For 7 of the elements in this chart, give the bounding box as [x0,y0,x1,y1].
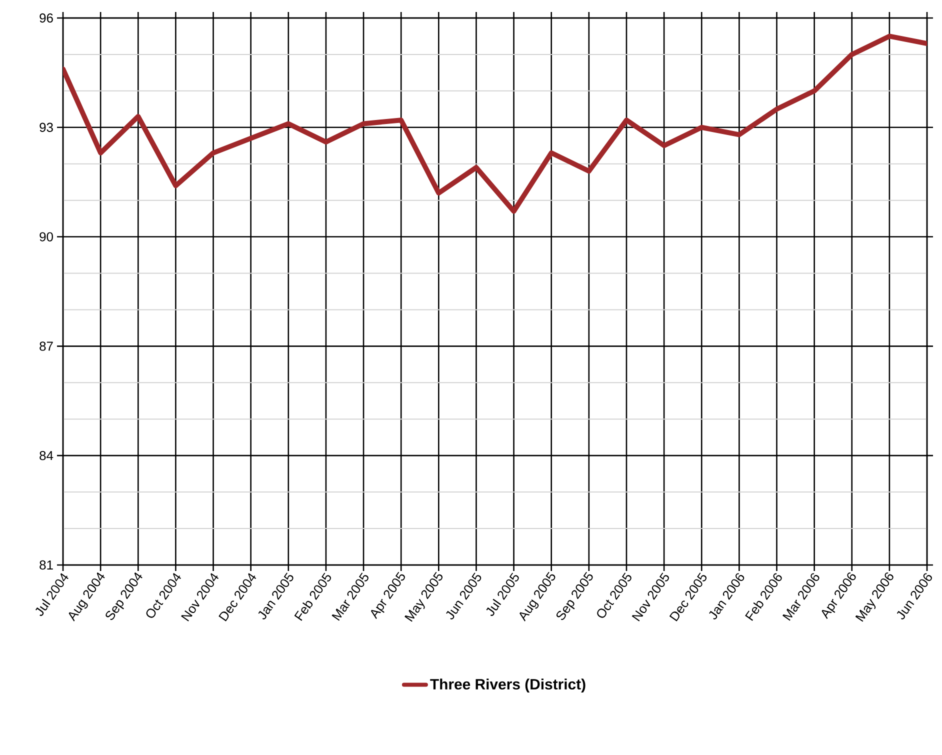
y-tick-label: 90 [40,232,53,242]
y-tick-label: 81 [40,560,53,570]
y-tick-label: 96 [40,13,53,23]
y-tick-label: 84 [40,450,54,460]
y-tick-label: 93 [40,122,53,132]
y-tick-label: 87 [40,342,53,351]
legend-label: Three Rivers (District) [430,678,586,692]
